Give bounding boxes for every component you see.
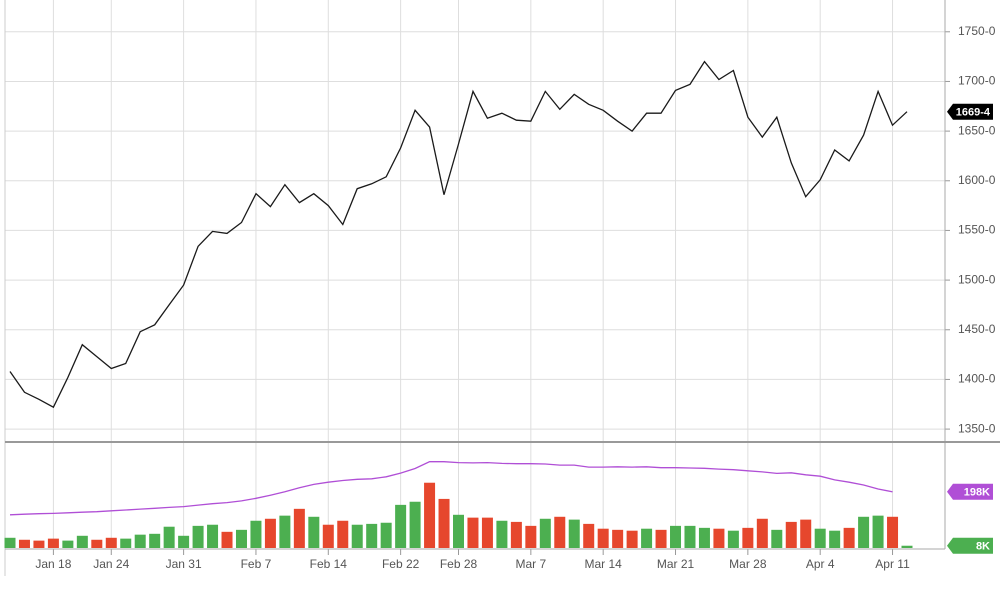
y-tick-label: 1650-0 (958, 123, 996, 137)
x-tick-label: Mar 14 (584, 557, 622, 571)
volume-bar (727, 530, 739, 548)
volume-bar (62, 540, 74, 548)
volume-bar (351, 524, 363, 548)
volume-bar (583, 523, 595, 548)
x-tick-label: Apr 11 (875, 557, 910, 571)
volume-bar (308, 516, 320, 548)
volume-bar (655, 529, 667, 548)
volume-bar (800, 519, 812, 548)
volume-bar (47, 538, 59, 548)
volume-bar (380, 522, 392, 548)
y-tick-label: 1400-0 (958, 372, 996, 386)
x-tick-label: Mar 21 (657, 557, 695, 571)
x-tick-label: Apr 4 (806, 557, 835, 571)
volume-bar (539, 518, 551, 548)
volume-bar (250, 520, 262, 548)
y-tick-label: 1600-0 (958, 173, 996, 187)
y-tick-label: 1550-0 (958, 223, 996, 237)
volume-bar (756, 518, 768, 548)
volume-bar (742, 527, 754, 548)
volume-bar (322, 524, 334, 548)
volume-bar (424, 482, 436, 548)
x-tick-label: Feb 7 (241, 557, 272, 571)
volume-bar (235, 529, 247, 548)
volume-bar (134, 534, 146, 548)
volume-bar (33, 540, 45, 548)
y-tick-label: 1500-0 (958, 272, 996, 286)
tag-label: 1669-4 (956, 107, 991, 119)
volume-bar (221, 531, 233, 548)
volume-bar (510, 521, 522, 548)
volume-bar (264, 518, 276, 548)
value-tag: 1669-4 (947, 103, 993, 120)
price-line (9, 60, 908, 409)
volume-bar (554, 516, 566, 548)
volume-bar (698, 527, 710, 548)
volume-bar (409, 501, 421, 548)
volume-bar (597, 528, 609, 548)
x-tick-label: Feb 22 (382, 557, 420, 571)
volume-bar (279, 515, 291, 548)
volume-bar (829, 530, 841, 548)
volume-bar (612, 529, 624, 548)
volume-bar (641, 528, 653, 548)
volume-bar (467, 517, 479, 548)
x-tick-label: Mar 28 (729, 557, 767, 571)
volume-bar (887, 516, 899, 548)
volume-bar (684, 525, 696, 548)
volume-bar (670, 525, 682, 548)
y-tick-label: 1700-0 (958, 74, 996, 88)
value-tag: 8K (947, 537, 993, 554)
x-tick-label: Jan 31 (166, 557, 202, 571)
volume-bar (858, 516, 870, 548)
volume-bar (178, 535, 190, 548)
volume-bar (496, 520, 508, 548)
x-tick-label: Mar 7 (515, 557, 546, 571)
volume-bar (293, 508, 305, 548)
volume-bar (120, 538, 132, 548)
volume-bar (626, 530, 638, 548)
volume-bar (453, 514, 464, 548)
volume-bar (76, 535, 88, 548)
volume-bar (568, 519, 580, 548)
value-tag: 198K (947, 483, 993, 500)
tag-label: 198K (964, 487, 990, 499)
tag-label: 8K (976, 541, 990, 553)
volume-bar (395, 504, 407, 548)
volume-bar (192, 525, 204, 548)
volume-bar (337, 520, 349, 548)
y-tick-label: 1750-0 (958, 24, 996, 38)
volume-bar (18, 539, 30, 548)
volume-bar (105, 537, 117, 548)
volume-bar (4, 537, 16, 548)
volume-bar (872, 515, 884, 548)
x-tick-label: Feb 28 (440, 557, 478, 571)
volume-bar (438, 498, 450, 548)
tag-shape (947, 483, 993, 500)
volume-bar (207, 524, 219, 548)
volume-bar (163, 526, 175, 548)
volume-bar (366, 523, 378, 548)
volume-bar (91, 539, 103, 548)
volume-bar (901, 545, 913, 548)
volume-bar (525, 525, 537, 548)
volume-bar (843, 527, 855, 548)
y-tick-label: 1350-0 (958, 421, 996, 435)
tag-shape (947, 103, 993, 120)
x-tick-label: Jan 18 (35, 557, 71, 571)
volume-bar (814, 528, 826, 548)
volume-bar (481, 517, 493, 548)
volume-bar (785, 521, 797, 548)
volume-bar (771, 529, 783, 548)
tag-shape (947, 537, 993, 554)
volume-bar (149, 533, 161, 548)
volume-ma-line (9, 461, 893, 516)
y-tick-label: 1450-0 (958, 322, 996, 336)
volume-bar (713, 528, 725, 548)
x-tick-label: Feb 14 (310, 557, 348, 571)
x-tick-label: Jan 24 (93, 557, 129, 571)
